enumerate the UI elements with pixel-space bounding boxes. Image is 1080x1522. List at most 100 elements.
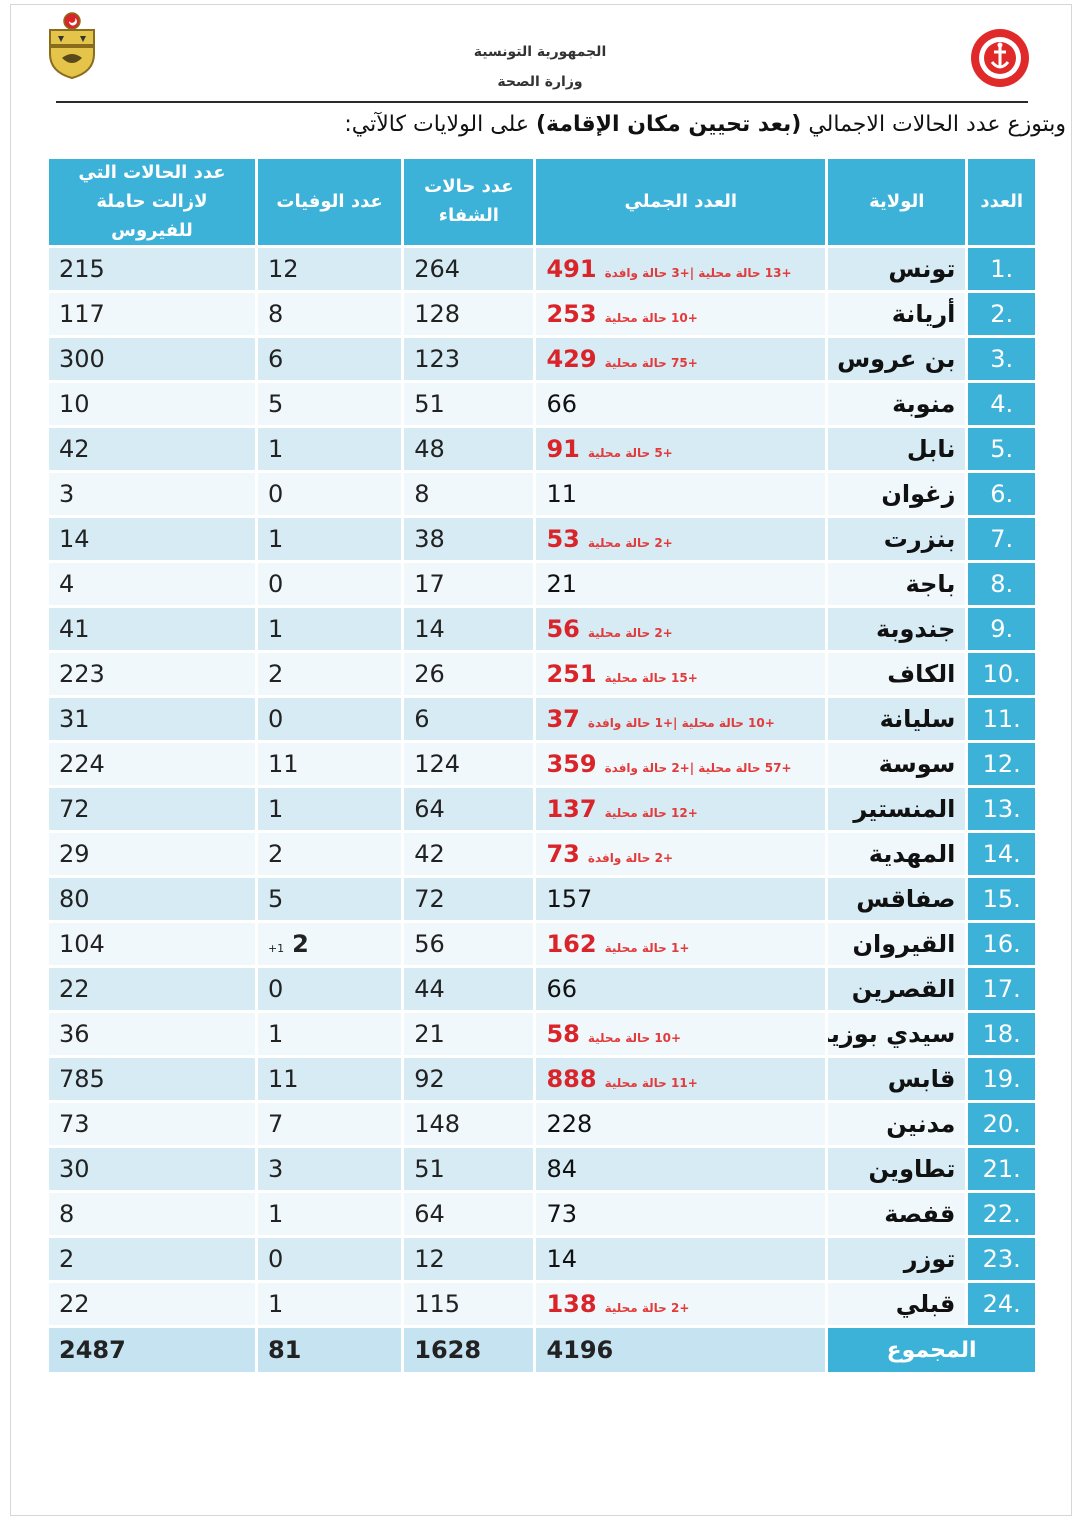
total-cases-cell: 14 — [536, 1238, 826, 1281]
total-cases-cell: 11 — [536, 473, 826, 516]
new-cases-note: +57 حالة محلية |+2 حالة وافدة — [604, 761, 792, 776]
governorate-name: القيروان — [828, 923, 966, 966]
deaths-value: 5 — [267, 390, 284, 419]
total-cases-value: 157 — [546, 885, 593, 914]
row-number: .23 — [968, 1238, 1035, 1281]
recovered-value: 124 — [404, 743, 534, 786]
table-row: .9 جندوبة 56 +2 حالة محلية 14 1 41 — [49, 608, 1035, 651]
total-cases-value: 251 — [546, 660, 597, 689]
deaths-value: 1 — [267, 525, 284, 554]
deaths-cell: 0 — [257, 1238, 402, 1281]
total-cases-cell: 21 — [536, 563, 826, 606]
deaths-value: 1 — [267, 1020, 284, 1049]
deaths-value: 0 — [267, 705, 284, 734]
row-number: .22 — [968, 1193, 1035, 1236]
total-cases-value: 359 — [546, 750, 597, 779]
table-row: .21 تطاوين 84 51 3 30 — [49, 1148, 1035, 1191]
total-cases-value: 91 — [546, 435, 580, 464]
new-cases-note: +12 حالة محلية — [604, 806, 698, 821]
table-row: .10 الكاف 251 +15 حالة محلية 26 2 223 — [49, 653, 1035, 696]
ministry-name: وزارة الصحة — [497, 74, 583, 90]
table-row: .16 القيروان 162 +1 حالة محلية 56 +1 2 104 — [49, 923, 1035, 966]
table-row: .7 بنزرت 53 +2 حالة محلية 38 1 14 — [49, 518, 1035, 561]
total-cases-cell: 162 +1 حالة محلية — [536, 923, 826, 966]
row-number: .11 — [968, 698, 1035, 741]
recovered-value: 64 — [404, 1193, 534, 1236]
governorate-name: صفاقس — [828, 878, 966, 921]
new-cases-note: +13 حالة محلية |+3 حالة وافدة — [604, 266, 792, 281]
active-cases-value: 300 — [49, 338, 255, 381]
table-row: .20 مدنين 228 148 7 73 — [49, 1103, 1035, 1146]
total-cases-cell: 53 +2 حالة محلية — [536, 518, 826, 561]
table-row: .12 سوسة 359 +57 حالة محلية |+2 حالة وافدة 1… — [49, 743, 1035, 786]
total-cases-cell: 137 +12 حالة محلية — [536, 788, 826, 831]
governorate-name: باجة — [828, 563, 966, 606]
total-cases-value: 14 — [546, 1245, 577, 1274]
deaths-value: 0 — [267, 480, 284, 509]
table-row: .6 زغوان 11 8 0 3 — [49, 473, 1035, 516]
deaths-cell: 7 — [257, 1103, 402, 1146]
active-cases-value: 785 — [49, 1058, 255, 1101]
deaths-cell: 8 — [257, 293, 402, 336]
total-cases-value: 491 — [546, 255, 597, 284]
deaths-value: 11 — [267, 1065, 299, 1094]
table-row: .19 قابس 888 +11 حالة محلية 92 11 785 — [49, 1058, 1035, 1101]
governorate-name: قابس — [828, 1058, 966, 1101]
active-cases-value: 42 — [49, 428, 255, 471]
active-cases-value: 72 — [49, 788, 255, 831]
active-cases-value: 22 — [49, 1283, 255, 1326]
total-cases-value: 888 — [546, 1065, 597, 1094]
recovered-value: 21 — [404, 1013, 534, 1056]
row-number: .2 — [968, 293, 1035, 336]
table-row: .5 نابل 91 +5 حالة محلية 48 1 42 — [49, 428, 1035, 471]
total-cases-value: 53 — [546, 525, 580, 554]
active-cases-value: 224 — [49, 743, 255, 786]
total-cases-value: 73 — [546, 1200, 577, 1229]
deaths-cell: 1 — [257, 1193, 402, 1236]
header-total: العدد الجملي — [536, 159, 826, 246]
table-row: .15 صفاقس 157 72 5 80 — [49, 878, 1035, 921]
governorate-name: سليانة — [828, 698, 966, 741]
active-cases-value: 41 — [49, 608, 255, 651]
total-deaths-sum: 81 — [257, 1328, 402, 1373]
total-active-sum: 2487 — [49, 1328, 255, 1373]
deaths-cell: 6 — [257, 338, 402, 381]
recovered-value: 72 — [404, 878, 534, 921]
deaths-cell: 0 — [257, 698, 402, 741]
recovered-value: 51 — [404, 383, 534, 426]
governorate-cases-table: العدد الولاية العدد الجملي عدد حالات الش… — [46, 156, 1038, 1375]
governorate-name: المهدية — [828, 833, 966, 876]
deaths-cell: 1 — [257, 1283, 402, 1326]
deaths-value: 2 — [267, 840, 284, 869]
total-cases-cell: 66 — [536, 968, 826, 1011]
total-cases-cell: 491 +13 حالة محلية |+3 حالة وافدة — [536, 248, 826, 291]
active-cases-value: 3 — [49, 473, 255, 516]
row-number: .6 — [968, 473, 1035, 516]
table-row: .22 قفصة 73 64 1 8 — [49, 1193, 1035, 1236]
total-cases-value: 11 — [546, 480, 577, 509]
active-cases-value: 117 — [49, 293, 255, 336]
new-cases-note: +5 حالة محلية — [587, 446, 673, 461]
table-row: .11 سليانة 37 +10 حالة محلية |+1 حالة وافدة… — [49, 698, 1035, 741]
table-row: .1 تونس 491 +13 حالة محلية |+3 حالة وافدة 26… — [49, 248, 1035, 291]
recovered-value: 64 — [404, 788, 534, 831]
recovered-value: 56 — [404, 923, 534, 966]
total-cases-cell: 84 — [536, 1148, 826, 1191]
deaths-cell: 1 — [257, 788, 402, 831]
row-number: .8 — [968, 563, 1035, 606]
recovered-value: 42 — [404, 833, 534, 876]
header-number: العدد — [968, 159, 1035, 246]
deaths-value: 7 — [267, 1110, 284, 1139]
active-cases-value: 2 — [49, 1238, 255, 1281]
table-header-row: العدد الولاية العدد الجملي عدد حالات الش… — [49, 159, 1035, 246]
new-cases-note: +75 حالة محلية — [604, 356, 698, 371]
total-cases-value: 73 — [546, 840, 580, 869]
active-cases-value: 215 — [49, 248, 255, 291]
total-cases-cell: 429 +75 حالة محلية — [536, 338, 826, 381]
total-cases-cell: 73 +2 حالة وافدة — [536, 833, 826, 876]
total-cases-value: 429 — [546, 345, 597, 374]
active-cases-value: 14 — [49, 518, 255, 561]
deaths-value: 8 — [267, 300, 284, 329]
row-number: .14 — [968, 833, 1035, 876]
deaths-value: 1 — [267, 1200, 284, 1229]
